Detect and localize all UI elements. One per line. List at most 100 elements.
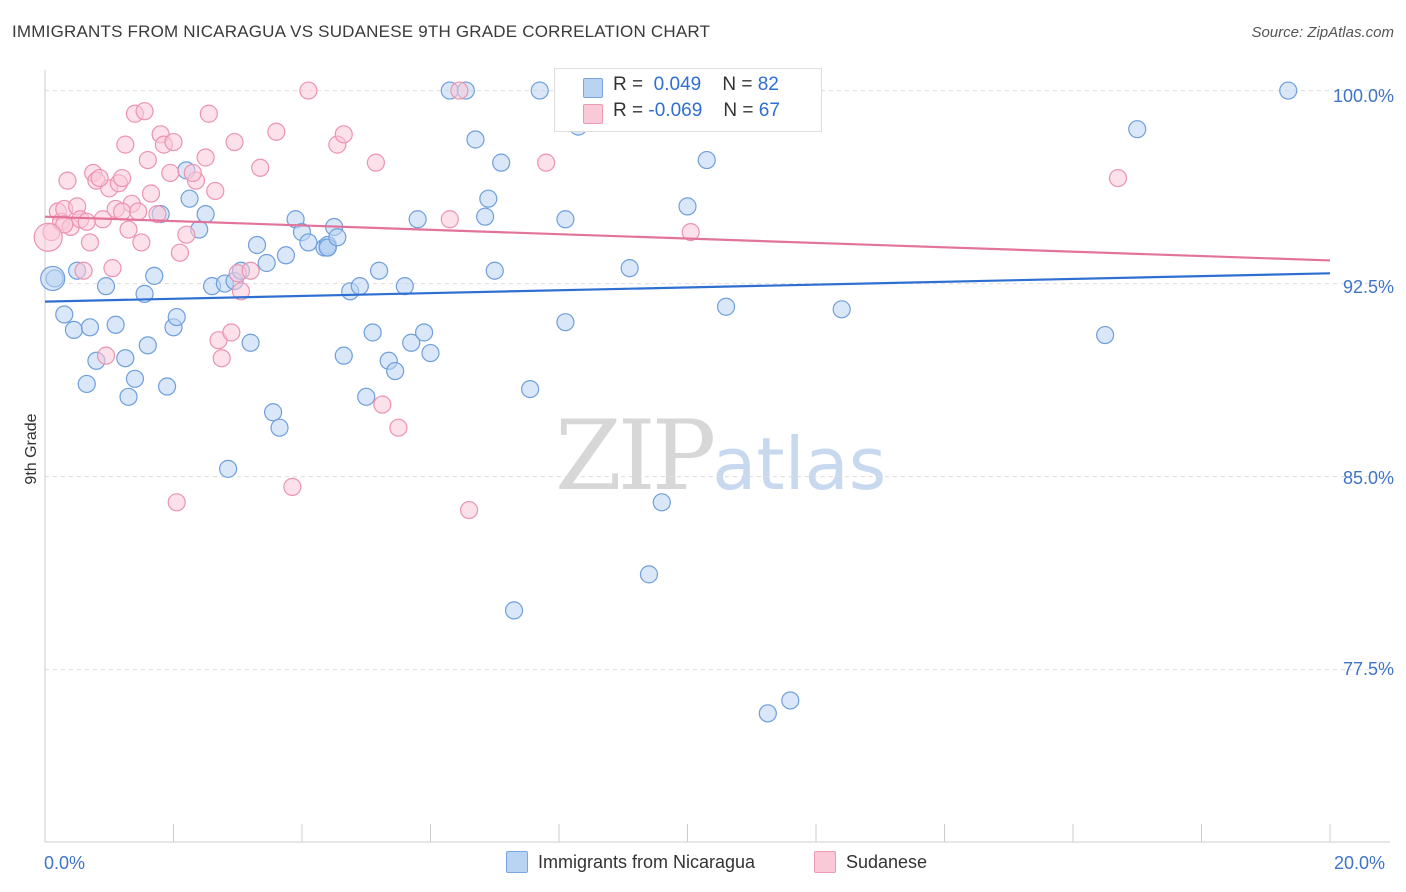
point-nicaragua xyxy=(370,261,389,280)
y-tick-label-77-5: 77.5% xyxy=(1342,659,1394,679)
point-nicaragua xyxy=(408,210,427,229)
bottom-legend-sudanese: Sudanese xyxy=(814,851,927,873)
point-sudanese xyxy=(373,395,392,414)
point-nicaragua xyxy=(386,361,405,381)
point-sudanese xyxy=(183,163,202,183)
point-nicaragua xyxy=(652,493,671,512)
point-nicaragua xyxy=(157,377,177,396)
legend-r-value: 0.049 xyxy=(653,74,702,95)
bottom-legend-swatch-nicaragua xyxy=(506,851,528,873)
point-sudanese xyxy=(681,223,700,242)
point-sudanese xyxy=(299,81,318,100)
trendline-sudanese xyxy=(44,215,1331,262)
legend-n-label: N = xyxy=(722,74,753,95)
point-nicaragua xyxy=(363,323,382,342)
point-nicaragua xyxy=(350,277,369,296)
point-sudanese xyxy=(537,153,556,172)
point-sudanese xyxy=(170,243,190,262)
point-nicaragua xyxy=(270,418,289,437)
point-sudanese xyxy=(177,225,196,244)
point-nicaragua xyxy=(520,379,540,399)
point-nicaragua xyxy=(138,336,157,355)
point-nicaragua xyxy=(116,349,135,368)
legend-r-value: -0.069 xyxy=(648,100,703,121)
point-nicaragua xyxy=(40,265,66,292)
point-sudanese xyxy=(1108,168,1128,188)
point-sudanese xyxy=(225,132,244,152)
point-sudanese xyxy=(135,102,154,121)
point-nicaragua xyxy=(357,387,376,406)
point-sudanese xyxy=(116,135,135,154)
x-tick-label-min: 0.0% xyxy=(44,853,86,873)
point-sudanese xyxy=(80,233,100,252)
point-sudanese xyxy=(440,210,459,229)
point-nicaragua xyxy=(781,691,800,710)
point-nicaragua xyxy=(697,150,716,170)
point-nicaragua xyxy=(479,189,498,208)
x-tick-label-max: 20.0% xyxy=(1334,853,1386,873)
point-sudanese xyxy=(241,261,260,280)
bottom-legend-label-sudanese: Sudanese xyxy=(846,851,928,872)
point-nicaragua xyxy=(64,320,84,340)
point-nicaragua xyxy=(485,261,504,280)
point-nicaragua xyxy=(119,387,138,406)
point-sudanese xyxy=(389,418,408,437)
bottom-legend-nicaragua: Immigrants from Nicaragua xyxy=(506,851,755,873)
point-sudanese xyxy=(267,122,286,141)
point-sudanese xyxy=(96,346,116,365)
point-nicaragua xyxy=(257,253,276,273)
point-sudanese xyxy=(90,168,109,188)
point-nicaragua xyxy=(334,346,353,365)
point-nicaragua xyxy=(476,207,495,226)
point-sudanese xyxy=(129,202,148,221)
point-nicaragua xyxy=(716,297,736,316)
point-sudanese xyxy=(58,171,77,190)
bottom-legend-swatch-sudanese xyxy=(814,851,836,873)
legend-r-label: R = xyxy=(613,100,644,121)
point-nicaragua xyxy=(402,333,421,352)
point-nicaragua xyxy=(145,266,164,285)
point-nicaragua xyxy=(620,259,639,278)
legend-box: R = 0.049 N = 82 R = -0.069 N = 67 xyxy=(554,68,822,132)
legend-row-nicaragua: R = 0.049 N = 82 xyxy=(613,74,779,96)
point-nicaragua xyxy=(556,313,575,332)
point-nicaragua xyxy=(263,403,283,422)
point-nicaragua xyxy=(1096,325,1115,345)
point-nicaragua xyxy=(504,601,524,620)
y-tick-label-100: 100.0% xyxy=(1332,86,1394,106)
point-sudanese xyxy=(283,477,302,496)
legend-n-label: N = xyxy=(723,100,754,121)
legend-swatch-sudanese xyxy=(583,104,603,124)
point-sudanese xyxy=(112,168,132,188)
point-sudanese xyxy=(138,150,157,170)
point-sudanese xyxy=(212,349,231,368)
point-nicaragua xyxy=(832,300,851,319)
point-nicaragua xyxy=(639,565,659,584)
point-sudanese xyxy=(459,500,479,520)
bottom-legend-label-nicaragua: Immigrants from Nicaragua xyxy=(538,851,756,872)
point-sudanese xyxy=(222,323,241,342)
legend-n-value: 67 xyxy=(758,100,780,121)
point-sudanese xyxy=(112,202,132,221)
point-sudanese xyxy=(141,184,161,203)
point-nicaragua xyxy=(219,459,238,478)
point-nicaragua xyxy=(180,189,199,208)
point-nicaragua xyxy=(135,284,154,303)
point-sudanese xyxy=(74,261,93,280)
point-sudanese xyxy=(231,282,251,301)
point-nicaragua xyxy=(492,153,511,172)
point-sudanese xyxy=(196,148,215,167)
y-tick-label-85: 85.0% xyxy=(1342,468,1394,488)
point-nicaragua xyxy=(466,130,485,149)
point-nicaragua xyxy=(55,305,74,324)
watermark-zip: ZIP xyxy=(555,400,716,512)
legend-swatch-nicaragua xyxy=(583,78,603,98)
point-nicaragua xyxy=(328,228,347,247)
point-sudanese xyxy=(167,493,186,512)
point-sudanese xyxy=(132,233,151,252)
point-sudanese xyxy=(103,259,122,278)
point-nicaragua xyxy=(530,81,549,100)
point-sudanese xyxy=(77,212,96,231)
point-sudanese xyxy=(161,163,180,183)
